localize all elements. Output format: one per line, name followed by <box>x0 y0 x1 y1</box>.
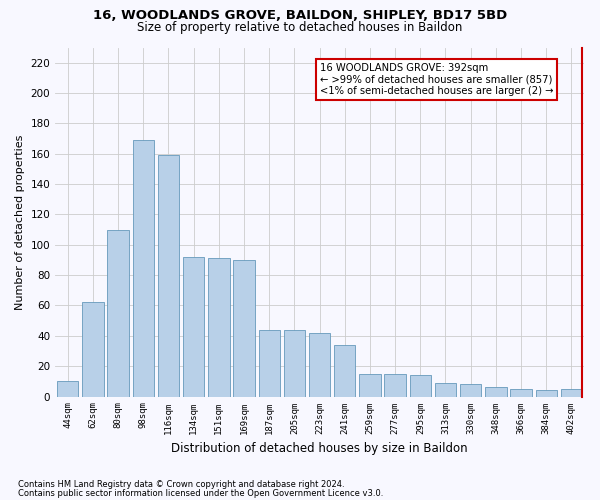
Bar <box>82 302 104 396</box>
Text: 16 WOODLANDS GROVE: 392sqm
← >99% of detached houses are smaller (857)
<1% of se: 16 WOODLANDS GROVE: 392sqm ← >99% of det… <box>320 63 553 96</box>
Bar <box>107 230 129 396</box>
Bar <box>334 345 355 397</box>
Bar <box>208 258 230 396</box>
Text: Contains public sector information licensed under the Open Government Licence v3: Contains public sector information licen… <box>18 488 383 498</box>
Bar <box>435 383 456 396</box>
Bar <box>511 389 532 396</box>
Bar <box>284 330 305 396</box>
Y-axis label: Number of detached properties: Number of detached properties <box>15 134 25 310</box>
Bar <box>485 388 506 396</box>
Bar <box>309 333 330 396</box>
Bar <box>410 376 431 396</box>
X-axis label: Distribution of detached houses by size in Baildon: Distribution of detached houses by size … <box>171 442 468 455</box>
Bar <box>259 330 280 396</box>
Bar <box>57 382 79 396</box>
Bar <box>536 390 557 396</box>
Text: 16, WOODLANDS GROVE, BAILDON, SHIPLEY, BD17 5BD: 16, WOODLANDS GROVE, BAILDON, SHIPLEY, B… <box>93 9 507 22</box>
Bar <box>233 260 255 396</box>
Text: Contains HM Land Registry data © Crown copyright and database right 2024.: Contains HM Land Registry data © Crown c… <box>18 480 344 489</box>
Bar <box>158 156 179 396</box>
Bar <box>133 140 154 396</box>
Bar <box>460 384 481 396</box>
Text: Size of property relative to detached houses in Baildon: Size of property relative to detached ho… <box>137 21 463 34</box>
Bar <box>561 389 582 396</box>
Bar <box>385 374 406 396</box>
Bar <box>183 257 205 396</box>
Bar <box>359 374 380 396</box>
